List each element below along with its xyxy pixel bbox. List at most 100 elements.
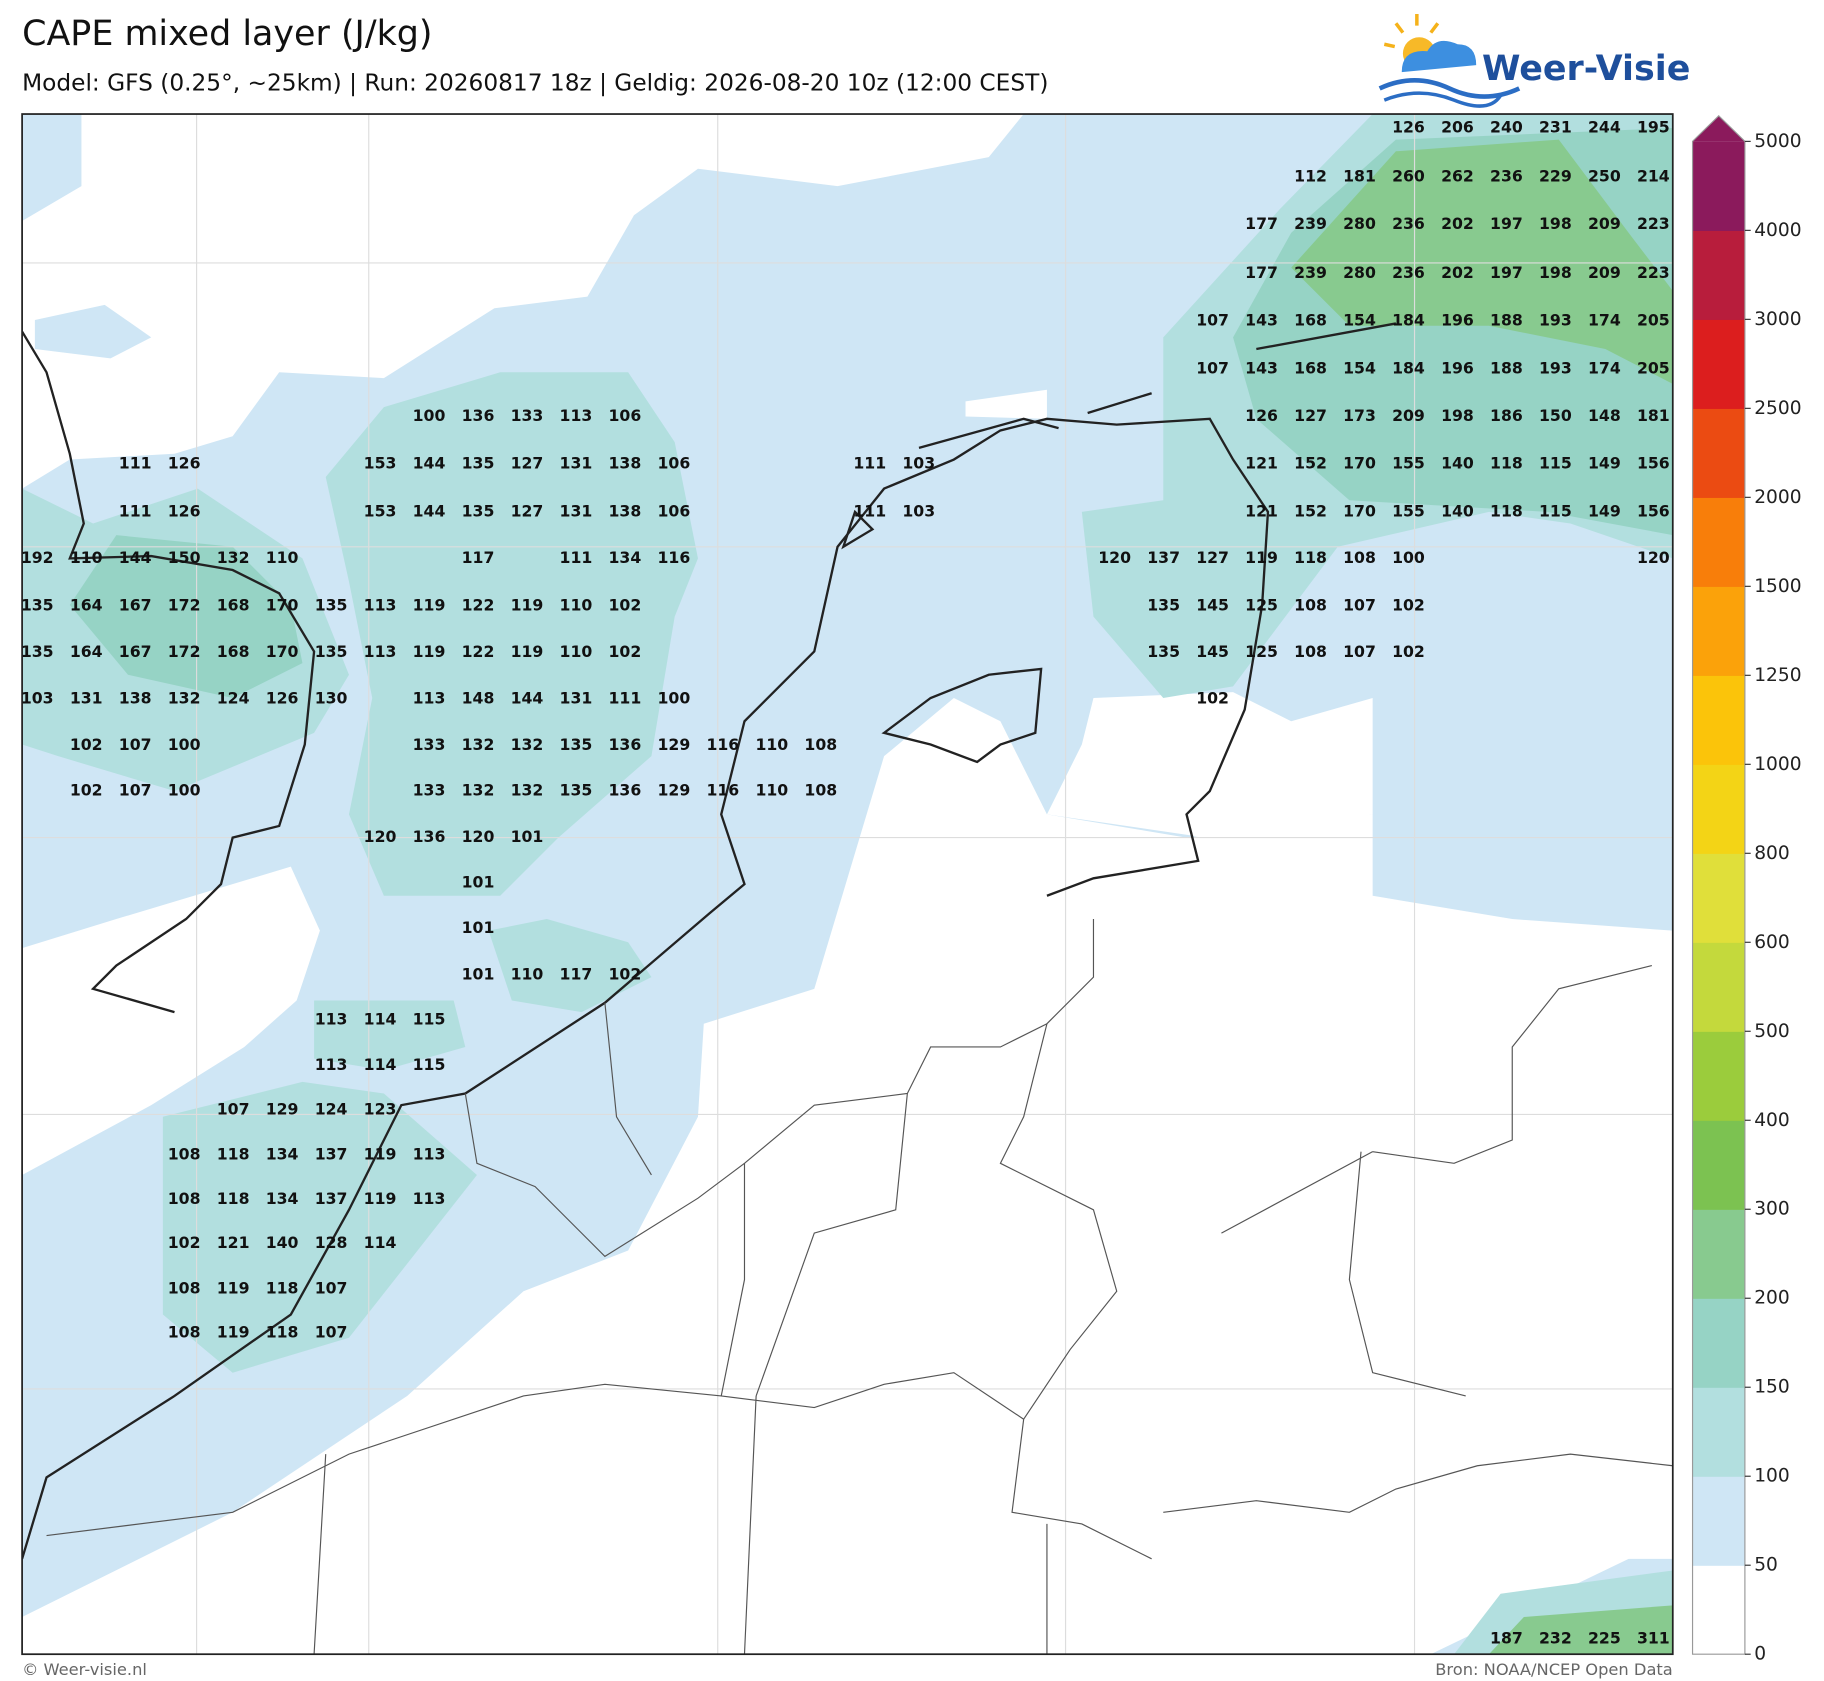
grid-value-label: 223 [1637, 214, 1670, 233]
grid-value-label: 172 [168, 596, 201, 615]
logo-sun-rays [1383, 13, 1440, 49]
grid-value-label: 102 [609, 642, 642, 661]
grid-value-label: 113 [413, 1189, 446, 1208]
colorbar-tick-label: 2000 [1754, 487, 1801, 508]
grid-value-label: 134 [266, 1189, 299, 1208]
grid-value-label: 108 [1294, 642, 1327, 661]
field-below-50 [965, 389, 1047, 419]
grid-value-label: 113 [560, 406, 593, 425]
grid-value-label: 170 [266, 596, 299, 615]
grid-value-label: 108 [804, 781, 837, 800]
grid-value-label: 124 [315, 1099, 348, 1118]
grid-value-label: 100 [413, 406, 446, 425]
grid-value-label: 108 [1294, 596, 1327, 615]
grid-value-label: 136 [609, 781, 642, 800]
grid-value-label: 129 [658, 781, 691, 800]
field-200 [1488, 1605, 1673, 1655]
grid-value-label: 116 [706, 735, 739, 754]
grid-value-label: 184 [1392, 358, 1425, 377]
grid-value-label: 132 [462, 781, 495, 800]
grid-value-label: 113 [413, 1145, 446, 1164]
grid-value-label: 236 [1490, 166, 1523, 185]
grid-value-label: 107 [315, 1278, 348, 1297]
borders [46, 919, 1673, 1655]
colorbar-segment [1692, 675, 1745, 765]
grid-value-label: 144 [413, 454, 446, 473]
grid-value-label: 140 [1441, 501, 1474, 520]
grid-value-label: 135 [462, 454, 495, 473]
grid-value-label: 311 [1637, 1629, 1670, 1648]
colorbar-tick-label: 1000 [1754, 754, 1801, 775]
grid-value-label: 135 [21, 596, 54, 615]
grid-value-label: 134 [266, 1145, 299, 1164]
grid-value-label: 102 [70, 735, 103, 754]
colorbar-segment [1692, 764, 1745, 854]
grid-value-label: 108 [1343, 548, 1376, 567]
grid-value-label: 113 [364, 642, 397, 661]
grid-value-label: 196 [1441, 311, 1474, 330]
grid-value-label: 155 [1392, 454, 1425, 473]
logo: Weer-Visie [1378, 13, 1690, 108]
colorbar-segment [1692, 141, 1745, 231]
grid-value-label: 144 [119, 548, 152, 567]
grid-value-label: 118 [266, 1323, 299, 1342]
grid-value-label: 135 [560, 781, 593, 800]
grid-value-label: 205 [1637, 311, 1670, 330]
grid-value-label: 137 [315, 1145, 348, 1164]
colorbar-tick-label: 150 [1754, 1377, 1790, 1398]
grid-value-label: 132 [462, 735, 495, 754]
grid-value-label: 155 [1392, 501, 1425, 520]
grid-value-label: 115 [413, 1055, 446, 1074]
grid-value-label: 118 [217, 1189, 250, 1208]
grid-value-label: 129 [266, 1099, 299, 1118]
grid-value-label: 149 [1588, 454, 1621, 473]
grid-value-label: 108 [168, 1323, 201, 1342]
grid-value-label: 108 [168, 1278, 201, 1297]
grid-value-label: 119 [364, 1145, 397, 1164]
grid-value-label: 108 [168, 1189, 201, 1208]
grid-value-label: 186 [1490, 406, 1523, 425]
logo-wave [1378, 78, 1521, 99]
colorbar-segment [1692, 1565, 1745, 1655]
grid-value-label: 174 [1588, 358, 1621, 377]
grid-value-label: 223 [1637, 263, 1670, 282]
grid-value-label: 111 [119, 501, 152, 520]
colorbar-segment [1692, 497, 1745, 587]
grid-value-label: 181 [1343, 166, 1376, 185]
colorbar-tick-label: 300 [1754, 1199, 1790, 1220]
colorbar-tick-label: 4000 [1754, 220, 1801, 241]
grid-value-label: 240 [1490, 118, 1523, 137]
grid-value-label: 143 [1245, 358, 1278, 377]
grid-value-label: 206 [1441, 118, 1474, 137]
colorbar-segment [1692, 942, 1745, 1032]
grid-value-label: 164 [70, 642, 103, 661]
colorbar-segment [1692, 1387, 1745, 1477]
grid-value-label: 102 [1196, 689, 1229, 708]
grid-value-label: 102 [168, 1233, 201, 1252]
grid-value-label: 103 [21, 689, 54, 708]
grid-value-label: 214 [1637, 166, 1670, 185]
grid-value-label: 181 [1637, 406, 1670, 425]
grid-value-label: 113 [413, 689, 446, 708]
colorbar-segment [1692, 408, 1745, 498]
grid-value-label: 250 [1588, 166, 1621, 185]
grid-value-label: 192 [21, 548, 54, 567]
colorbar-segment [1692, 586, 1745, 676]
grid-value-label: 236 [1392, 214, 1425, 233]
grid-value-label: 132 [511, 781, 544, 800]
field-200 [1291, 139, 1673, 384]
grid-value-label: 280 [1343, 263, 1376, 282]
grid-value-label: 101 [462, 918, 495, 937]
grid-value-label: 143 [1245, 311, 1278, 330]
grid-value-label: 107 [315, 1323, 348, 1342]
grid-value-label: 107 [1196, 311, 1229, 330]
grid-value-label: 173 [1343, 406, 1376, 425]
grid-value-label: 115 [413, 1010, 446, 1029]
colorbar-segment [1692, 230, 1745, 320]
grid-value-label: 149 [1588, 501, 1621, 520]
grid-value-label: 187 [1490, 1629, 1523, 1648]
grid-value-label: 113 [315, 1055, 348, 1074]
grid-value-label: 106 [658, 501, 691, 520]
grid-value-label: 132 [168, 689, 201, 708]
grid-value-label: 107 [1343, 642, 1376, 661]
